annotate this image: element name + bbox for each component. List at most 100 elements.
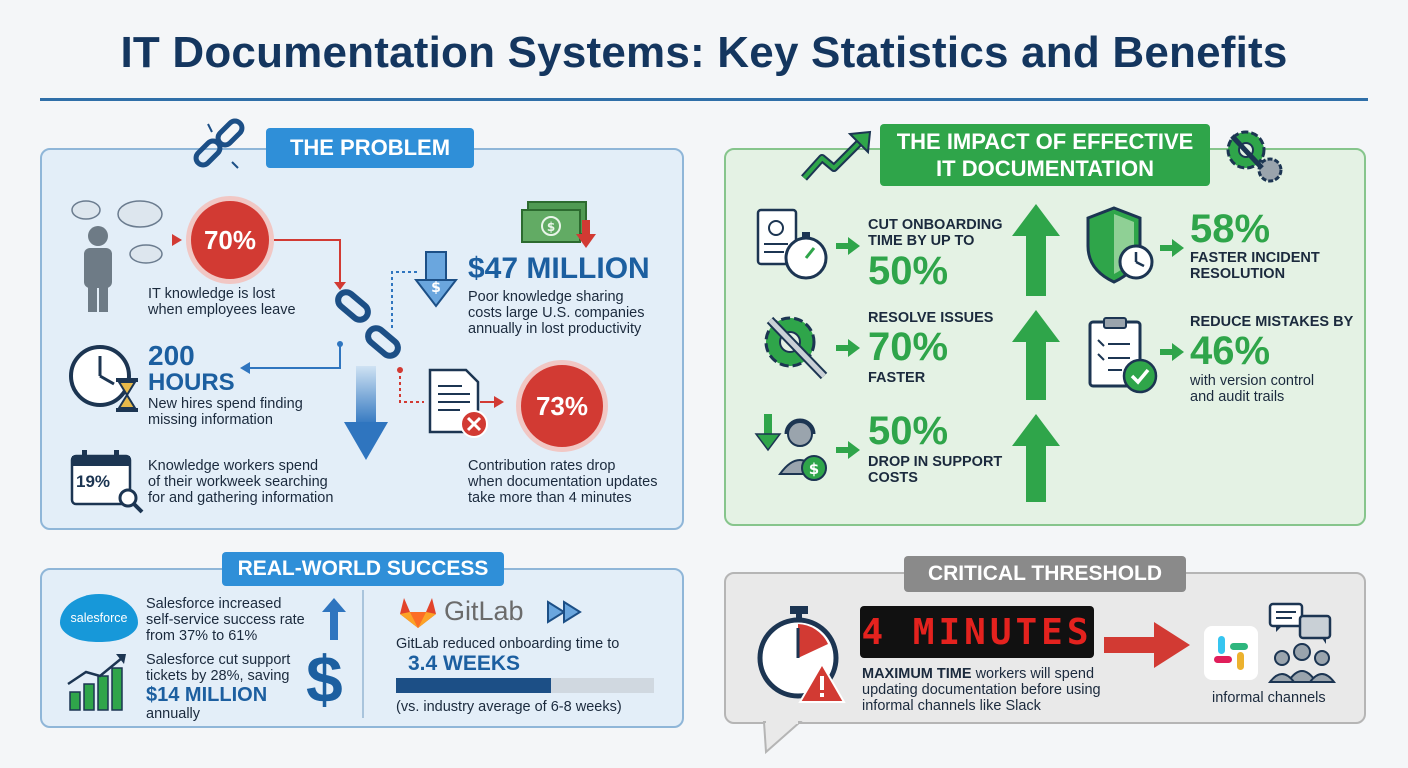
gitlab-progress-track	[396, 678, 654, 693]
stat-70-text-2: when employees leave	[148, 302, 296, 318]
bar-chart-growth-icon	[67, 654, 126, 711]
impact-resolve-value: 70%	[868, 325, 949, 369]
problem-header: THE PROBLEM	[266, 128, 474, 168]
salesforce-increase-text-3: from 37% to 61%	[146, 628, 258, 644]
green-arrow-3	[836, 441, 860, 459]
impact-mistakes-value: 46%	[1190, 329, 1271, 373]
gitlab-note: (vs. industry average of 6-8 weeks)	[396, 699, 622, 715]
red-right-arrow	[1104, 622, 1190, 668]
stat-200-text-2: missing information	[148, 412, 273, 428]
gitlab-progress-fill	[396, 678, 551, 693]
stat-73-text-2: when documentation updates	[468, 474, 658, 490]
dollar-down-arrow-icon: $	[413, 251, 459, 308]
support-agent-dollar-icon: $	[754, 414, 827, 481]
impact-onboarding-label-1: CUT ONBOARDING	[868, 217, 1003, 233]
stat-73-text-3: take more than 4 minutes	[468, 490, 632, 506]
shield-clock-icon	[1086, 206, 1154, 284]
critical-text-rest: workers will spend	[971, 666, 1095, 682]
stat-19-text-1: Knowledge workers spend	[148, 458, 319, 474]
broken-chain-icon	[193, 118, 245, 169]
gear-wrench-icon	[1226, 130, 1283, 183]
impact-incident-value: 58%	[1190, 207, 1271, 251]
down-arrow-large	[344, 366, 388, 460]
impact-resolve-label: RESOLVE ISSUES	[868, 310, 994, 326]
impact-mistakes-label: REDUCE MISTAKES BY	[1190, 314, 1354, 330]
critical-text-bold: MAXIMUM TIME	[862, 666, 972, 682]
person-thinking-icon	[71, 200, 163, 312]
gitlab-logo-icon	[400, 598, 436, 628]
stat-19-text-3: for and gathering information	[148, 490, 334, 506]
gitlab-wordmark: GitLab	[444, 596, 524, 626]
gitlab-weeks-value: 3.4 WEEKS	[408, 652, 521, 675]
impact-incident-label-2: RESOLUTION	[1190, 266, 1286, 282]
salesforce-cut-text-2: tickets by 28%, saving	[146, 668, 290, 684]
stat-73-text-1: Contribution rates drop	[468, 458, 616, 474]
speech-tail	[762, 719, 803, 755]
green-arrow-5	[1160, 343, 1184, 361]
stat-73-circle: 73%	[516, 360, 608, 452]
red-dotted-connector	[397, 367, 504, 408]
fast-forward-icon	[547, 600, 582, 624]
impact-mistakes-text-2: and audit trails	[1190, 389, 1285, 405]
trend-up-arrow-icon	[801, 130, 872, 181]
green-arrow-1	[836, 237, 860, 255]
four-minutes-display: 4 MINUTES	[860, 606, 1094, 658]
green-arrow-4	[1160, 239, 1184, 257]
green-up-arrows	[1012, 204, 1060, 502]
salesforce-increase-text-2: self-service success rate	[146, 612, 305, 628]
stat-47m-text-3: annually in lost productivity	[468, 321, 642, 337]
document-error-icon	[428, 368, 488, 438]
slack-logo-icon	[1204, 626, 1258, 680]
success-divider	[362, 590, 364, 718]
svg-text:$: $	[809, 460, 819, 478]
calendar-search-icon	[70, 450, 144, 514]
stat-200-text-1: New hires spend finding	[148, 396, 303, 412]
impact-header-line-2: IT DOCUMENTATION	[936, 156, 1154, 181]
clipboard-check-icon	[1088, 317, 1158, 394]
success-header: REAL-WORLD SUCCESS	[222, 552, 504, 586]
impact-support-label-1: DROP IN SUPPORT	[868, 454, 1003, 470]
stat-19-text-2: of their workweek searching	[148, 474, 328, 490]
impact-resolve-label-2: FASTER	[868, 370, 926, 386]
impact-support-label-2: COSTS	[868, 470, 918, 486]
chain-link-icon	[335, 289, 401, 359]
stat-47m-text-1: Poor knowledge sharing	[468, 289, 624, 305]
impact-header-line-1: THE IMPACT OF EFFECTIVE	[896, 129, 1194, 154]
stat-47m-value: $47 MILLION	[468, 252, 650, 285]
salesforce-savings-value: $14 MILLION	[146, 684, 268, 706]
stat-19-value: 19%	[76, 472, 111, 491]
critical-header: CRITICAL THRESHOLD	[904, 556, 1186, 592]
critical-text-3: informal channels like Slack	[862, 698, 1041, 714]
stat-70-circle: 70%	[186, 196, 274, 284]
informal-channels-label: informal channels	[1212, 690, 1326, 706]
wrench-gear-icon	[764, 316, 828, 380]
blue-up-arrow	[322, 598, 346, 640]
page-title: IT Documentation Systems: Key Statistics…	[120, 28, 1288, 77]
impact-mistakes-text-1: with version control	[1190, 373, 1315, 389]
svg-text:$: $	[547, 220, 555, 234]
red-connector-1	[172, 234, 346, 290]
impact-onboarding-value: 50%	[868, 249, 949, 293]
dollar-sign-icon: $	[306, 642, 343, 716]
gitlab-text: GitLab reduced onboarding time to	[396, 636, 620, 652]
impact-onboarding-label-2: TIME BY UP TO	[868, 233, 975, 249]
salesforce-logo: salesforce	[60, 594, 138, 642]
stat-47m-text-2: costs large U.S. companies	[468, 305, 645, 321]
chat-people-icon	[1267, 602, 1337, 683]
critical-text-1: MAXIMUM TIME workers will spend	[862, 666, 1094, 682]
blue-dotted-connector	[391, 271, 418, 328]
stat-200-unit: HOURS	[148, 369, 235, 396]
salesforce-cut-text-3: annually	[146, 706, 201, 722]
title-divider	[40, 98, 1368, 101]
profile-stopwatch-icon	[756, 208, 828, 280]
salesforce-increase-text-1: Salesforce increased	[146, 596, 282, 612]
critical-text-2: updating documentation before using	[862, 682, 1101, 698]
salesforce-cut-text-1: Salesforce cut support	[146, 652, 291, 668]
green-arrow-2	[836, 339, 860, 357]
stat-200-value: 200	[148, 340, 195, 371]
impact-header: THE IMPACT OF EFFECTIVE IT DOCUMENTATION	[880, 124, 1210, 186]
stopwatch-warning-icon	[757, 606, 846, 703]
impact-support-value: 50%	[868, 409, 949, 453]
blue-connector	[240, 341, 343, 374]
impact-incident-label-1: FASTER INCIDENT	[1190, 250, 1320, 266]
